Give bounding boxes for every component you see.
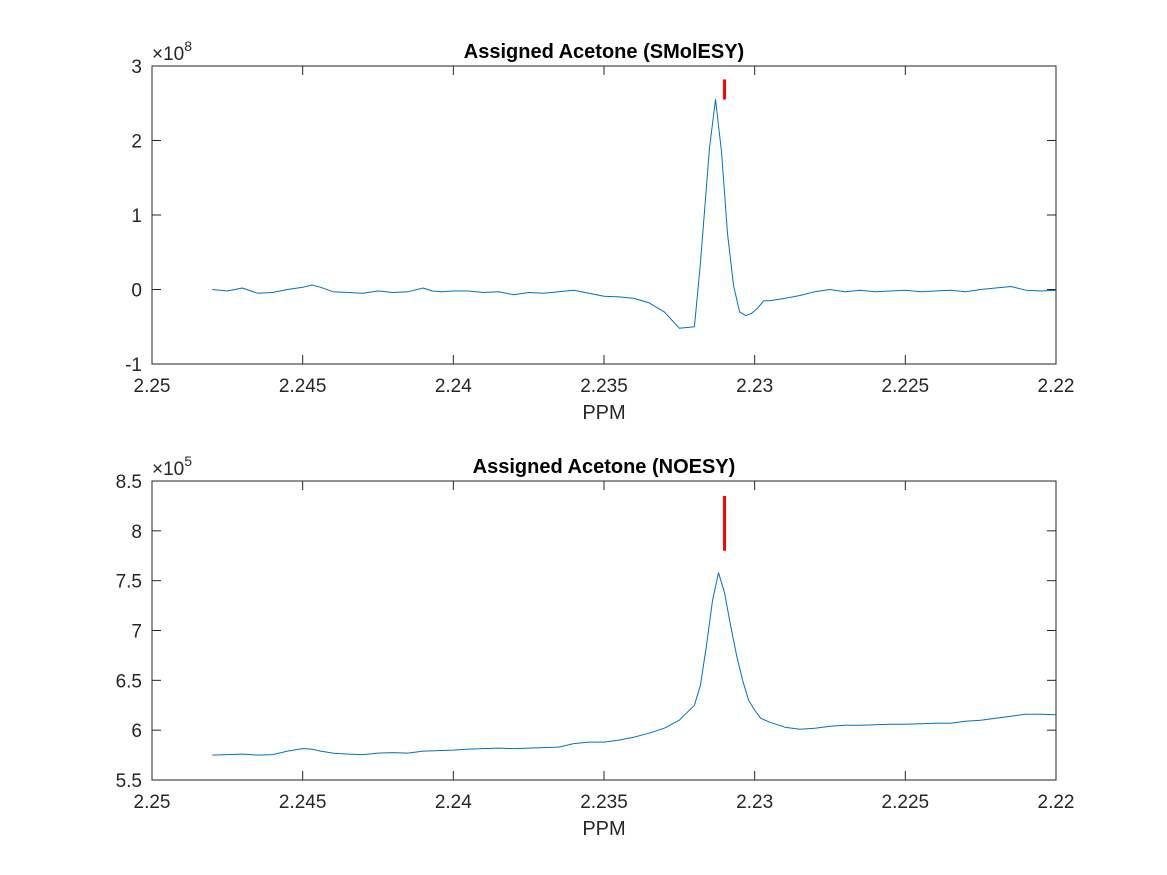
y-exponent-label: ×105 <box>152 453 192 480</box>
y-tick-label: 8 <box>131 522 142 543</box>
chart-title: Assigned Acetone (SMolESY) <box>464 41 744 63</box>
x-tick-label: 2.225 <box>882 376 930 397</box>
y-tick-label: 2 <box>131 132 142 153</box>
x-tick-label: 2.23 <box>736 376 773 397</box>
x-tick-label: 2.23 <box>736 792 773 813</box>
chart-title: Assigned Acetone (NOESY) <box>473 456 736 478</box>
y-tick-label: -1 <box>125 355 142 376</box>
x-axis-label: PPM <box>582 818 625 840</box>
x-axis-label: PPM <box>582 402 625 424</box>
x-tick-label: 2.24 <box>435 376 472 397</box>
x-tick-label: 2.24 <box>435 792 472 813</box>
x-tick-label: 2.22 <box>1038 792 1075 813</box>
y-exponent-superscript: 8 <box>184 38 192 54</box>
axes-box <box>151 65 1057 365</box>
y-tick-label: 5.5 <box>116 771 142 792</box>
x-tick-label: 2.25 <box>134 376 171 397</box>
x-tick-label: 2.25 <box>134 792 171 813</box>
chart-panel-1: 2.25 2.245 2.24 2.235 2.23 2.225 2.22 -1 0 1 2 3 ×10… <box>125 38 1074 424</box>
x-tick-label: 2.235 <box>580 376 628 397</box>
y-tick-label: 8.5 <box>116 472 142 493</box>
x-tick-label: 2.235 <box>580 792 628 813</box>
y-exponent-label: ×108 <box>152 38 192 65</box>
series-line-1 <box>212 572 1056 756</box>
y-tick-label: 3 <box>131 57 142 78</box>
y-tick-label: 7 <box>131 622 142 643</box>
x-tick-label: 2.225 <box>882 792 930 813</box>
y-exponent-superscript: 5 <box>184 453 192 469</box>
x-tick-label: 2.22 <box>1038 376 1075 397</box>
series-line-1 <box>212 99 1056 329</box>
y-tick-label: 7.5 <box>116 572 142 593</box>
y-tick-label: 1 <box>131 206 142 227</box>
chart-panel-2: 2.25 2.245 2.24 2.235 2.23 2.225 2.22 5.5 6 6.5 7 7… <box>116 453 1075 840</box>
y-tick-label: 0 <box>131 281 142 302</box>
axes-box <box>151 480 1057 781</box>
x-tick-label: 2.245 <box>279 376 327 397</box>
x-tick-label: 2.245 <box>279 792 327 813</box>
y-tick-label: 6.5 <box>116 671 142 692</box>
y-tick-label: 6 <box>131 721 142 742</box>
